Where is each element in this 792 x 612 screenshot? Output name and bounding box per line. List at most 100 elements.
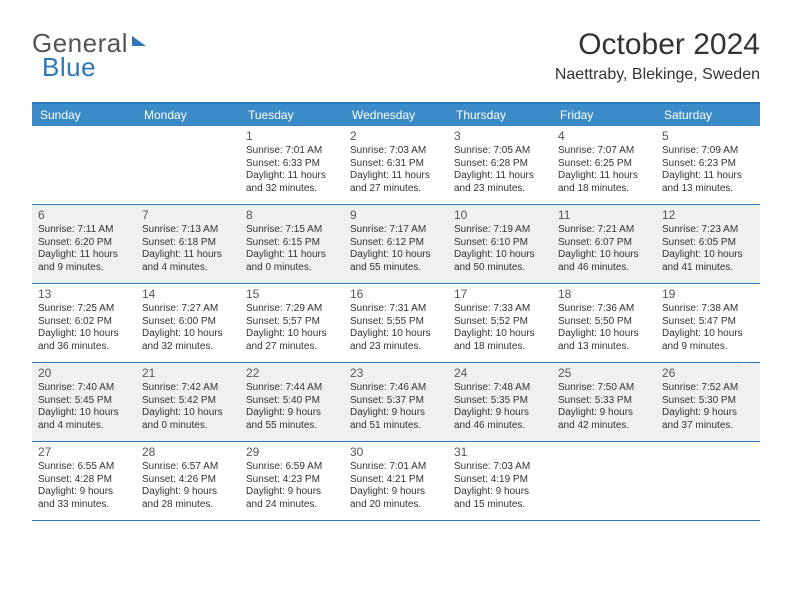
day-number: 22 [246,366,338,381]
sunrise-text: Sunrise: 7:31 AM [350,303,442,316]
day-cell [32,126,136,204]
daylight-text: Daylight: 9 hours and 33 minutes. [38,486,130,511]
day-number: 19 [662,287,754,302]
sunrise-text: Sunrise: 7:50 AM [558,382,650,395]
day-cell: 22Sunrise: 7:44 AMSunset: 5:40 PMDayligh… [240,363,344,441]
day-header: Monday [136,104,240,126]
sunrise-text: Sunrise: 7:48 AM [454,382,546,395]
sunset-text: Sunset: 5:37 PM [350,395,442,408]
sunset-text: Sunset: 4:21 PM [350,474,442,487]
daylight-text: Daylight: 11 hours and 32 minutes. [246,170,338,195]
sunset-text: Sunset: 6:33 PM [246,158,338,171]
logo-line2: Blue [42,52,96,83]
day-cell: 4Sunrise: 7:07 AMSunset: 6:25 PMDaylight… [552,126,656,204]
header: General October 2024 Naettraby, Blekinge… [32,28,760,84]
day-cell: 15Sunrise: 7:29 AMSunset: 5:57 PMDayligh… [240,284,344,362]
sunrise-text: Sunrise: 7:46 AM [350,382,442,395]
sunset-text: Sunset: 5:33 PM [558,395,650,408]
day-number: 11 [558,208,650,223]
day-cell: 17Sunrise: 7:33 AMSunset: 5:52 PMDayligh… [448,284,552,362]
weeks-container: 1Sunrise: 7:01 AMSunset: 6:33 PMDaylight… [32,126,760,521]
day-cell [136,126,240,204]
day-header: Thursday [448,104,552,126]
day-cell: 30Sunrise: 7:01 AMSunset: 4:21 PMDayligh… [344,442,448,520]
day-cell [656,442,760,520]
day-cell: 6Sunrise: 7:11 AMSunset: 6:20 PMDaylight… [32,205,136,283]
day-number: 24 [454,366,546,381]
sunset-text: Sunset: 6:15 PM [246,237,338,250]
day-number: 31 [454,445,546,460]
week-row: 13Sunrise: 7:25 AMSunset: 6:02 PMDayligh… [32,284,760,363]
daylight-text: Daylight: 9 hours and 46 minutes. [454,407,546,432]
sunrise-text: Sunrise: 7:33 AM [454,303,546,316]
daylight-text: Daylight: 9 hours and 37 minutes. [662,407,754,432]
day-cell: 18Sunrise: 7:36 AMSunset: 5:50 PMDayligh… [552,284,656,362]
day-cell: 23Sunrise: 7:46 AMSunset: 5:37 PMDayligh… [344,363,448,441]
sunset-text: Sunset: 6:20 PM [38,237,130,250]
day-cell: 31Sunrise: 7:03 AMSunset: 4:19 PMDayligh… [448,442,552,520]
sunrise-text: Sunrise: 7:05 AM [454,145,546,158]
daylight-text: Daylight: 9 hours and 51 minutes. [350,407,442,432]
sunset-text: Sunset: 6:23 PM [662,158,754,171]
sunrise-text: Sunrise: 7:07 AM [558,145,650,158]
day-cell: 21Sunrise: 7:42 AMSunset: 5:42 PMDayligh… [136,363,240,441]
title-block: October 2024 Naettraby, Blekinge, Sweden [555,28,760,84]
sunrise-text: Sunrise: 7:52 AM [662,382,754,395]
day-cell: 12Sunrise: 7:23 AMSunset: 6:05 PMDayligh… [656,205,760,283]
sunrise-text: Sunrise: 7:13 AM [142,224,234,237]
day-cell: 24Sunrise: 7:48 AMSunset: 5:35 PMDayligh… [448,363,552,441]
day-header: Tuesday [240,104,344,126]
day-header: Friday [552,104,656,126]
day-cell: 10Sunrise: 7:19 AMSunset: 6:10 PMDayligh… [448,205,552,283]
day-number: 4 [558,129,650,144]
sunset-text: Sunset: 4:19 PM [454,474,546,487]
sunset-text: Sunset: 5:55 PM [350,316,442,329]
day-cell: 9Sunrise: 7:17 AMSunset: 6:12 PMDaylight… [344,205,448,283]
daylight-text: Daylight: 9 hours and 24 minutes. [246,486,338,511]
day-number: 16 [350,287,442,302]
day-number: 27 [38,445,130,460]
sunrise-text: Sunrise: 7:38 AM [662,303,754,316]
sunset-text: Sunset: 5:50 PM [558,316,650,329]
day-cell: 8Sunrise: 7:15 AMSunset: 6:15 PMDaylight… [240,205,344,283]
sunset-text: Sunset: 5:42 PM [142,395,234,408]
day-cell: 11Sunrise: 7:21 AMSunset: 6:07 PMDayligh… [552,205,656,283]
sunset-text: Sunset: 6:05 PM [662,237,754,250]
sunrise-text: Sunrise: 7:01 AM [246,145,338,158]
week-row: 27Sunrise: 6:55 AMSunset: 4:28 PMDayligh… [32,442,760,521]
daylight-text: Daylight: 10 hours and 50 minutes. [454,249,546,274]
sunrise-text: Sunrise: 7:44 AM [246,382,338,395]
sunrise-text: Sunrise: 6:57 AM [142,461,234,474]
day-cell: 16Sunrise: 7:31 AMSunset: 5:55 PMDayligh… [344,284,448,362]
day-cell: 3Sunrise: 7:05 AMSunset: 6:28 PMDaylight… [448,126,552,204]
sunrise-text: Sunrise: 7:03 AM [454,461,546,474]
daylight-text: Daylight: 10 hours and 27 minutes. [246,328,338,353]
day-number: 28 [142,445,234,460]
sunrise-text: Sunrise: 7:27 AM [142,303,234,316]
sunset-text: Sunset: 6:07 PM [558,237,650,250]
day-number: 13 [38,287,130,302]
day-cell: 13Sunrise: 7:25 AMSunset: 6:02 PMDayligh… [32,284,136,362]
day-cell: 29Sunrise: 6:59 AMSunset: 4:23 PMDayligh… [240,442,344,520]
sunrise-text: Sunrise: 7:19 AM [454,224,546,237]
sunrise-text: Sunrise: 6:59 AM [246,461,338,474]
day-number: 29 [246,445,338,460]
triangle-icon [132,36,146,46]
daylight-text: Daylight: 11 hours and 13 minutes. [662,170,754,195]
sunrise-text: Sunrise: 7:09 AM [662,145,754,158]
sunset-text: Sunset: 5:40 PM [246,395,338,408]
daylight-text: Daylight: 9 hours and 15 minutes. [454,486,546,511]
day-number: 5 [662,129,754,144]
day-cell: 25Sunrise: 7:50 AMSunset: 5:33 PMDayligh… [552,363,656,441]
day-cell: 26Sunrise: 7:52 AMSunset: 5:30 PMDayligh… [656,363,760,441]
daylight-text: Daylight: 9 hours and 42 minutes. [558,407,650,432]
day-number: 14 [142,287,234,302]
sunset-text: Sunset: 6:25 PM [558,158,650,171]
daylight-text: Daylight: 10 hours and 41 minutes. [662,249,754,274]
sunset-text: Sunset: 6:28 PM [454,158,546,171]
day-number: 26 [662,366,754,381]
daylight-text: Daylight: 11 hours and 0 minutes. [246,249,338,274]
sunset-text: Sunset: 5:57 PM [246,316,338,329]
week-row: 1Sunrise: 7:01 AMSunset: 6:33 PMDaylight… [32,126,760,205]
daylight-text: Daylight: 9 hours and 28 minutes. [142,486,234,511]
